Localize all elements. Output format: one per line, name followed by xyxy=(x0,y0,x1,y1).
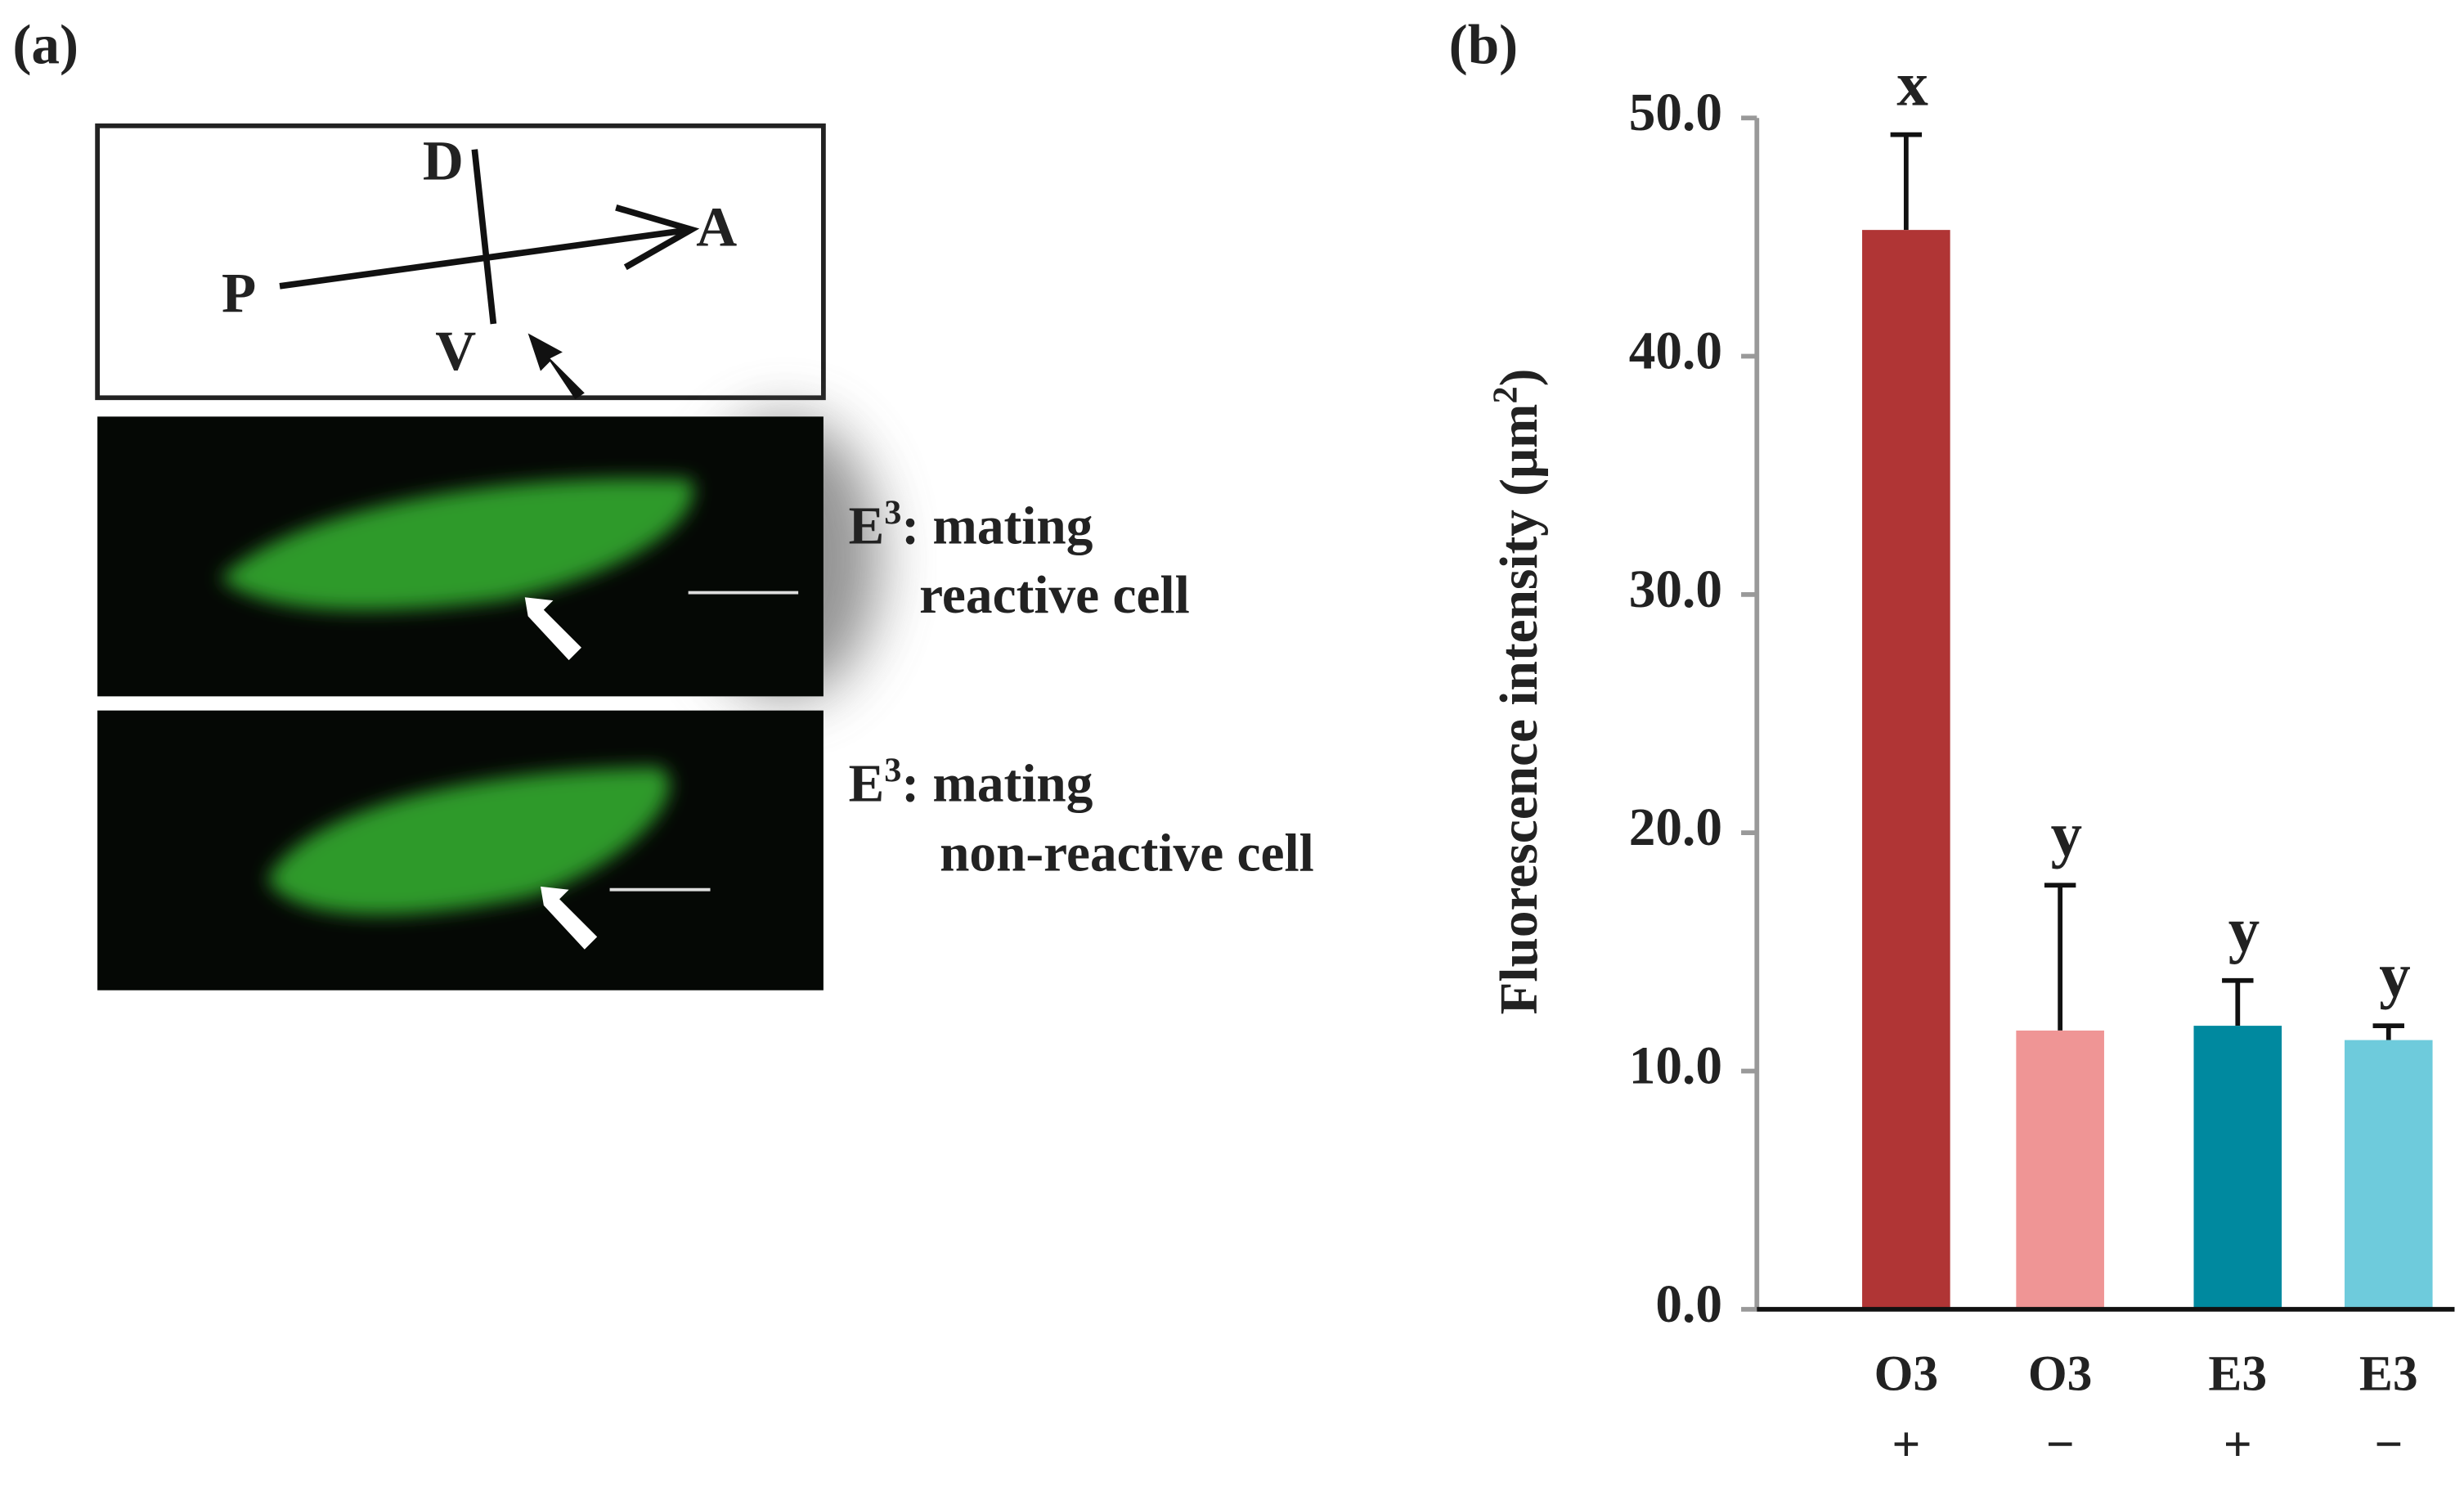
y-axis-title-main: Fluorescence intensity (μm xyxy=(1490,404,1549,1015)
y-tick-label: 50.0 xyxy=(1629,83,1722,142)
y-tick-label: 40.0 xyxy=(1629,322,1722,381)
panel-label: (a) xyxy=(12,12,79,75)
y-axis-title-sup: 2 xyxy=(1486,386,1524,403)
cell-label-base: E xyxy=(849,755,885,814)
x-tick-label: E3 xyxy=(2208,1345,2267,1401)
x-tick-sign: + xyxy=(2224,1417,2252,1472)
y-tick-label: 10.0 xyxy=(1629,1036,1722,1095)
cell-label-sup: 3 xyxy=(884,751,901,789)
y-axis-title: Fluorescence intensity (μm2) xyxy=(1486,369,1549,1015)
significance-label: x xyxy=(1896,49,1928,119)
cell-label: E3: mating xyxy=(849,493,1093,556)
cell-label: non-reactive cell xyxy=(940,824,1314,883)
dir-label: V xyxy=(435,319,476,382)
white-arrow xyxy=(541,886,598,950)
cell xyxy=(220,478,693,611)
cell-label-sup: 3 xyxy=(884,493,901,532)
plot: 0.0 10.0 20.0 30.0 40.0 50.0 x O3 + y O3 − y E3 + y E3 − xyxy=(1629,49,2455,1472)
cell-label: E3: mating xyxy=(849,751,1093,814)
black-arrow xyxy=(527,333,585,400)
dir-label: A xyxy=(696,195,737,258)
cell-label-rest: : mating xyxy=(901,497,1093,556)
x-tick-sign: − xyxy=(2374,1417,2403,1472)
panel-label: (b) xyxy=(1449,12,1519,75)
x-tick-sign: − xyxy=(2046,1417,2075,1472)
significance-label: y xyxy=(2228,896,2260,965)
x-tick-sign: + xyxy=(1892,1417,1920,1472)
y-tick-label: 20.0 xyxy=(1629,798,1722,857)
y-axis-title-end: ) xyxy=(1490,369,1549,387)
y-tick-label: 30.0 xyxy=(1629,560,1722,619)
white-arrow xyxy=(524,597,581,661)
bar xyxy=(2193,1026,2282,1310)
y-tick-label: 0.0 xyxy=(1655,1275,1722,1334)
cell-label-base: E xyxy=(849,497,885,556)
x-tick-label: O3 xyxy=(2028,1345,2093,1401)
arrowhead xyxy=(615,204,700,271)
bar xyxy=(2016,1030,2104,1310)
significance-label: y xyxy=(2051,800,2082,869)
cell-label-rest: : mating xyxy=(901,755,1093,814)
cell xyxy=(267,766,670,915)
x-tick-label: O3 xyxy=(1874,1345,1939,1401)
dv-axis xyxy=(471,149,497,325)
dir-label: D xyxy=(423,129,464,192)
bar xyxy=(1862,230,1950,1310)
dir-label: P xyxy=(222,261,256,324)
cell-label: reactive cell xyxy=(919,566,1190,625)
significance-label: y xyxy=(2379,941,2410,1010)
x-tick-label: E3 xyxy=(2359,1345,2418,1401)
bar xyxy=(2344,1040,2433,1310)
